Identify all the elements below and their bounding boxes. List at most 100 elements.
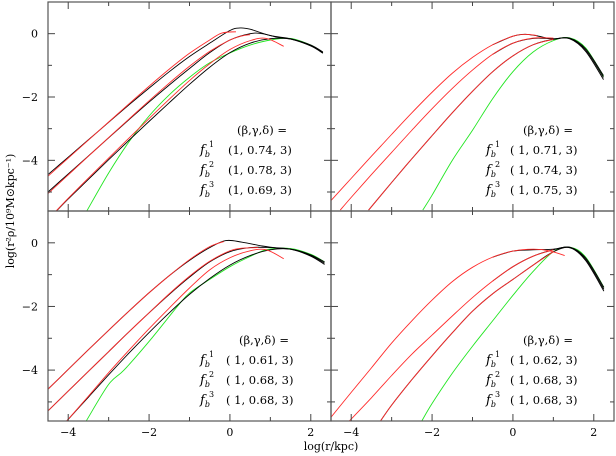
series-line-black-2 — [66, 248, 325, 421]
legend-f: f — [485, 143, 493, 158]
legend-label-f-b-1: fb1 — [485, 350, 500, 369]
legend-params: ( 1, 0.71, 3) — [510, 143, 578, 157]
legend-label-f-b-3: fb3 — [199, 390, 214, 409]
legend-sub: b — [491, 170, 496, 179]
legend-params: ( 1, 0.75, 3) — [510, 183, 578, 197]
legend-sup: 3 — [495, 180, 500, 189]
x-tick-label: 2 — [590, 426, 597, 439]
legend-f: f — [199, 163, 207, 178]
legend: (β,γ,δ) =fb1( 1, 0.71, 3)fb2( 1, 0.74, 3… — [485, 123, 578, 199]
legend: (β,γ,δ) =fb1 (1, 0.74, 3)fb2 (1, 0.78, 3)f… — [199, 123, 292, 199]
curves — [331, 246, 605, 421]
y-tick-label: 0 — [31, 28, 38, 41]
legend-sup: 1 — [495, 140, 500, 149]
legend-label-f-b-3: fb3 — [485, 390, 500, 409]
series-line-green-6 — [86, 247, 325, 421]
legend-params: (1, 0.78, 3) — [228, 163, 292, 177]
y-tick-label: −2 — [22, 91, 38, 104]
legend-sub: b — [205, 360, 210, 369]
legend-sup: 3 — [209, 390, 214, 399]
curves — [48, 239, 325, 421]
x-tick-label: 0 — [509, 426, 516, 439]
x-tick-label: −2 — [141, 426, 157, 439]
x-tick-label: −4 — [60, 426, 76, 439]
series-line-red-4 — [48, 247, 259, 412]
series-line-red-3 — [48, 241, 225, 390]
panel-frame — [47, 210, 332, 422]
legend-sup: 3 — [209, 180, 214, 189]
legend-label-f-b-3: fb3 — [199, 180, 214, 199]
legend-params: (1, 0.74, 3) — [228, 143, 292, 157]
legend-sub: b — [491, 190, 496, 199]
legend-f: f — [485, 393, 493, 408]
panel-bottom-left: 0−2−4−4 −2 0 2(β,γ,δ) =fb1( 1, 0.61, 3)fb2(… — [22, 210, 332, 439]
series-line-red-5 — [368, 38, 554, 211]
legend-params: ( 1, 0.68, 3) — [510, 373, 578, 387]
legend-sub: b — [205, 380, 210, 389]
legend-sup: 2 — [495, 370, 500, 379]
legend-params: ( 1, 0.74, 3) — [510, 163, 578, 177]
y-axis-label: log(r²ρ/10⁹M⊙kpc⁻¹) — [4, 154, 17, 269]
ticks — [48, 2, 331, 211]
legend-header: (β,γ,δ) = — [523, 333, 573, 347]
series-line-red-3 — [331, 33, 538, 201]
legend-sub: b — [205, 150, 210, 159]
legend-params: ( 1, 0.61, 3) — [226, 353, 294, 367]
panel-frame — [330, 210, 615, 422]
ticks — [331, 211, 614, 421]
legend-label-f-b-2: fb2 — [485, 160, 500, 179]
legend-sub: b — [491, 150, 496, 159]
series-line-red-5 — [55, 37, 284, 211]
legend-f: f — [485, 163, 493, 178]
panel-frame — [47, 1, 332, 212]
legend-f: f — [485, 183, 493, 198]
legend-label-f-b-1: fb1 — [199, 350, 214, 369]
panel-frame — [330, 1, 615, 212]
x-axis-label: log(r/kpc) — [304, 440, 359, 453]
legend-label-f-b-2: fb2 — [199, 160, 214, 179]
series-line-red-4 — [349, 249, 554, 421]
curves — [331, 33, 604, 211]
x-tick-label: −4 — [343, 426, 359, 439]
series-line-black-1 — [492, 37, 604, 78]
legend-label-f-b-2: fb2 — [485, 370, 500, 389]
legend-f: f — [199, 143, 207, 158]
series-line-black-2 — [56, 37, 324, 211]
legend-label-f-b-1: fb1 — [199, 140, 214, 159]
legend-label-f-b-1: fb1 — [485, 140, 500, 159]
legend-header: (β,γ,δ) = — [239, 333, 289, 347]
legend-sub: b — [491, 360, 496, 369]
legend-sub: b — [491, 400, 496, 409]
legend: (β,γ,δ) =fb1( 1, 0.62, 3)fb2( 1, 0.68, 3… — [485, 333, 578, 409]
curves — [48, 27, 324, 211]
y-tick-label: −4 — [22, 364, 38, 377]
legend-f: f — [485, 373, 493, 388]
panel-top-right: (β,γ,δ) =fb1( 1, 0.71, 3)fb2( 1, 0.74, 3… — [330, 1, 615, 212]
legend-label-f-b-3: fb3 — [485, 180, 500, 199]
series-line-red-5 — [380, 251, 554, 421]
legend-sub: b — [205, 170, 210, 179]
legend-sup: 1 — [209, 140, 214, 149]
legend-params: (1, 0.69, 3) — [228, 183, 292, 197]
legend-params: ( 1, 0.68, 3) — [226, 373, 294, 387]
legend-header: (β,γ,δ) = — [523, 123, 573, 137]
panel-bottom-right: −4 −2 0 2(β,γ,δ) =fb1( 1, 0.62, 3)fb2( 1, 0… — [330, 210, 615, 439]
legend-params: ( 1, 0.62, 3) — [510, 353, 578, 367]
series-line-black-0 — [492, 246, 605, 288]
legend-sup: 1 — [209, 350, 214, 359]
y-tick-label: −2 — [22, 300, 38, 313]
legend-sub: b — [491, 380, 496, 389]
legend-sub: b — [205, 400, 210, 409]
legend-f: f — [199, 353, 207, 368]
series-line-red-4 — [48, 34, 251, 194]
series-line-green-6 — [422, 36, 604, 211]
legend-sup: 3 — [495, 390, 500, 399]
legend-label-f-b-2: fb2 — [199, 370, 214, 389]
x-tick-label: 2 — [307, 426, 314, 439]
ticks — [48, 211, 331, 421]
panels: 0−2−4(β,γ,δ) =fb1 (1, 0.74, 3)fb2 (1, 0.78… — [22, 1, 615, 439]
legend: (β,γ,δ) =fb1( 1, 0.61, 3)fb2( 1, 0.68, 3… — [199, 333, 294, 409]
panel-top-left: 0−2−4(β,γ,δ) =fb1 (1, 0.74, 3)fb2 (1, 0.78… — [22, 1, 332, 212]
y-tick-label: 0 — [31, 237, 38, 250]
